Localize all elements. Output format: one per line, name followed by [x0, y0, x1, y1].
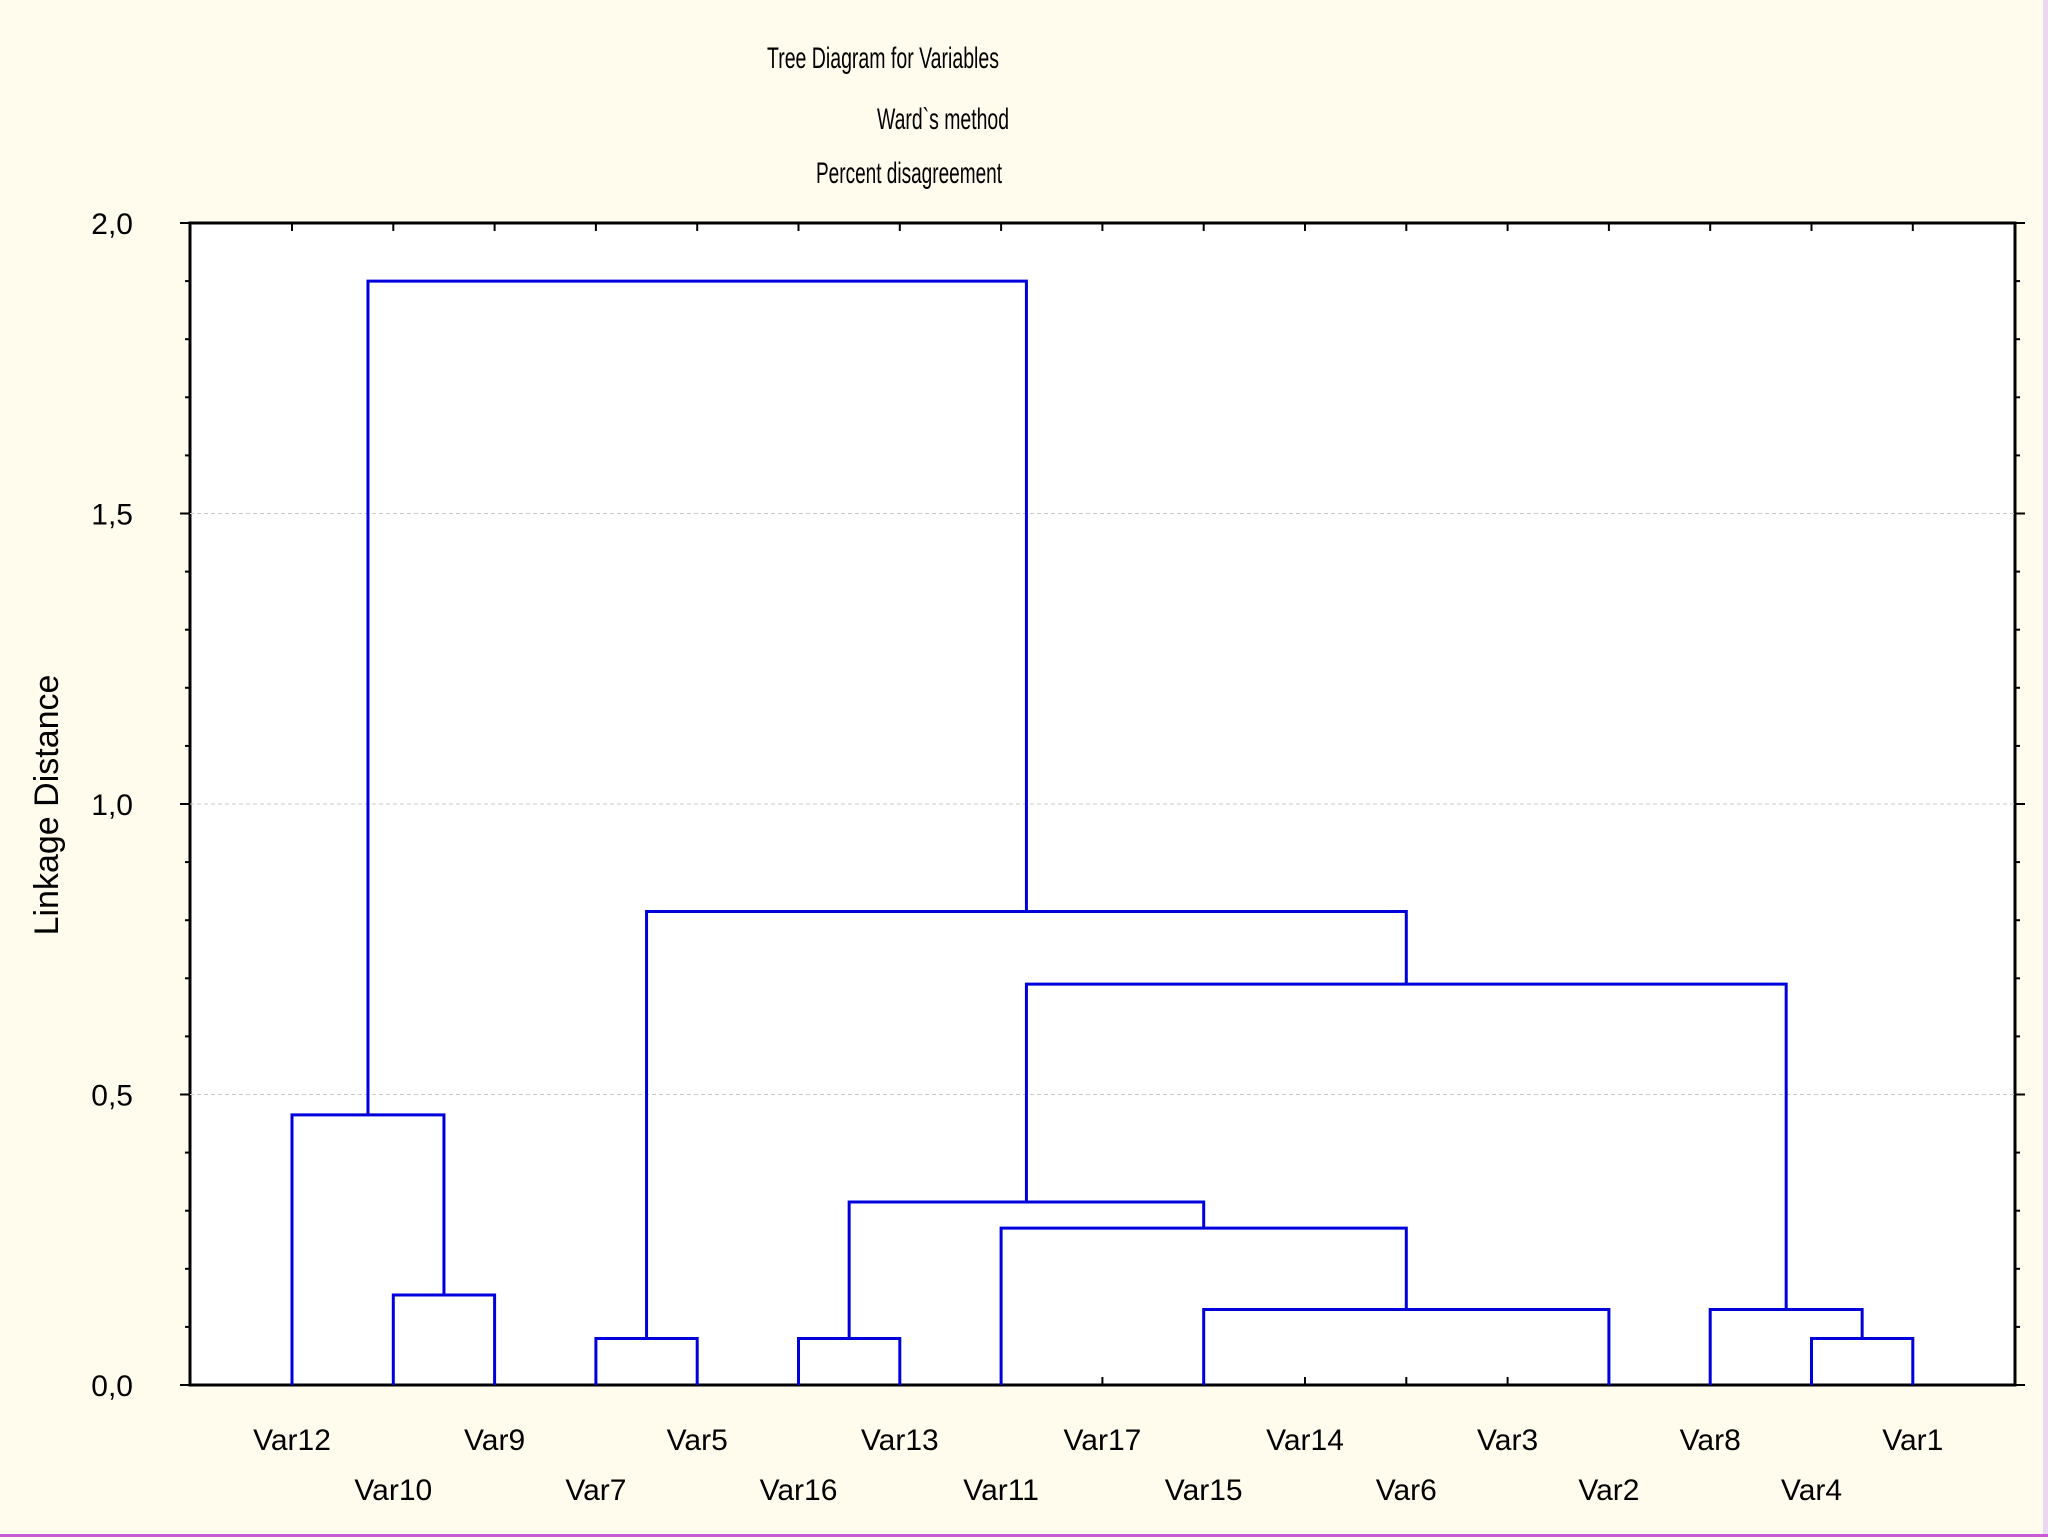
leaf-labels: Var12 Var10 Var9 Var7 Var5 Var16 Var13 Var11 Var… — [253, 1424, 1943, 1507]
leaf-label-var12: Var12 — [253, 1424, 331, 1457]
bottom-border — [0, 1534, 2048, 1537]
y-tick-label-1: 0,5 — [91, 1080, 133, 1113]
leaf-label-var6: Var6 — [1376, 1474, 1437, 1507]
y-axis-label: Linkage Distance — [28, 675, 66, 936]
right-border — [2043, 0, 2048, 1534]
leaf-label-var3: Var3 — [1477, 1424, 1538, 1457]
title-line-1: Tree Diagram for Variables — [767, 42, 999, 75]
grid-lines — [190, 513, 2015, 1095]
leaf-label-var4: Var4 — [1781, 1474, 1842, 1507]
leaf-label-var11: Var11 — [963, 1474, 1039, 1507]
leaf-label-var5: Var5 — [667, 1424, 728, 1457]
leaf-label-var9: Var9 — [464, 1424, 525, 1457]
chart-title: Tree Diagram for Variables Ward`s method… — [767, 42, 1009, 190]
leaf-label-var1: Var1 — [1882, 1424, 1943, 1457]
y-tick-labels: 0,0 0,5 1,0 1,5 2,0 — [91, 208, 133, 1403]
leaf-label-var10: Var10 — [354, 1474, 432, 1507]
leaf-label-var14: Var14 — [1266, 1424, 1344, 1457]
y-tick-label-4: 2,0 — [91, 208, 133, 241]
leaf-label-var8: Var8 — [1680, 1424, 1741, 1457]
leaf-label-var15: Var15 — [1165, 1474, 1243, 1507]
leaf-label-var17: Var17 — [1063, 1424, 1141, 1457]
y-tick-label-2: 1,0 — [91, 789, 133, 822]
title-line-3: Percent disagreement — [816, 157, 1002, 190]
leaf-label-var7: Var7 — [565, 1474, 626, 1507]
leaf-label-var2: Var2 — [1578, 1474, 1639, 1507]
leaf-label-var13: Var13 — [861, 1424, 939, 1457]
leaf-label-var16: Var16 — [760, 1474, 838, 1507]
y-tick-label-3: 1,5 — [91, 499, 133, 532]
dendrogram-link-12 — [366, 279, 1028, 1115]
dendrogram-links — [290, 279, 1915, 1385]
title-line-2: Ward`s method — [877, 103, 1009, 136]
y-tick-label-0: 0,0 — [91, 1370, 133, 1403]
